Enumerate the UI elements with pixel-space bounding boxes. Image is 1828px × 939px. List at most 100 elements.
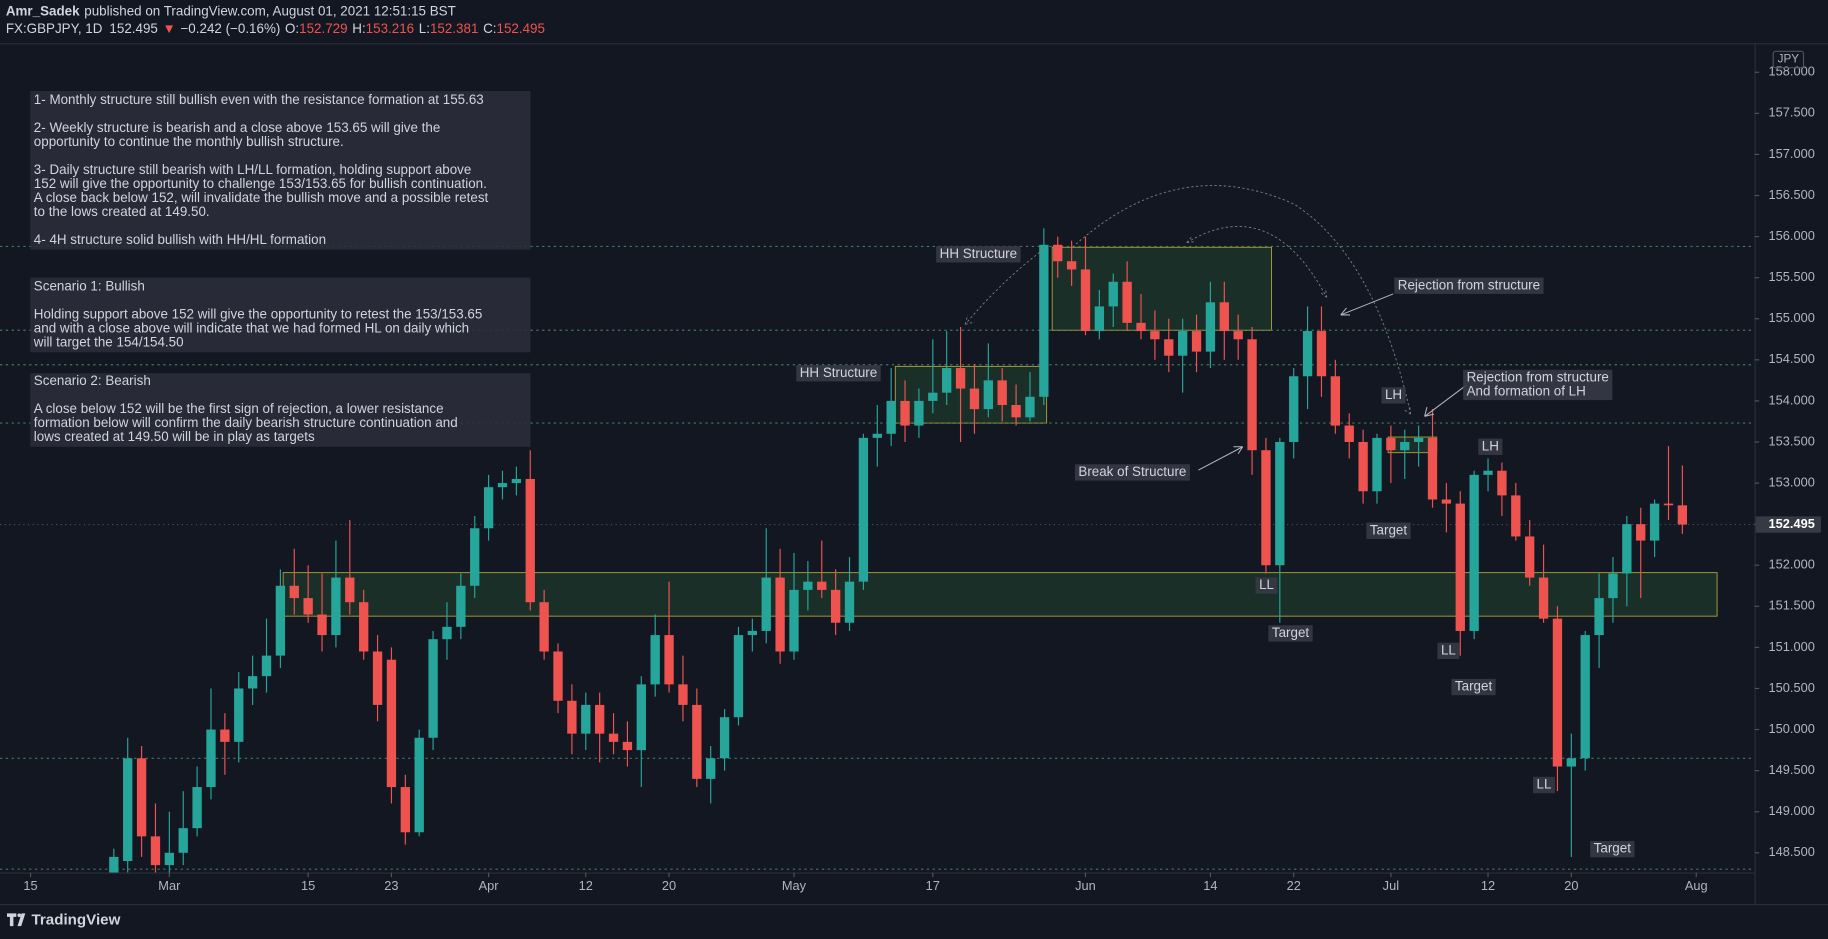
y-tick-label: 158.000 — [1769, 64, 1815, 79]
candle-body — [1427, 437, 1438, 500]
candle-body — [1039, 244, 1049, 397]
candle-body — [1177, 331, 1188, 356]
annotation-text: Target — [1594, 841, 1632, 856]
annotation-text: HH Structure — [800, 365, 877, 380]
candle-body — [470, 528, 480, 586]
candle-body — [1330, 376, 1341, 426]
candle-body — [1400, 441, 1410, 451]
annotation-text: LL — [1537, 777, 1552, 792]
y-tick-label: 153.500 — [1769, 433, 1815, 448]
y-tick-label: 156.500 — [1769, 187, 1815, 202]
x-tick-label: 22 — [1287, 878, 1301, 893]
candle-body — [303, 598, 313, 615]
candle-body — [123, 758, 133, 862]
candle-body — [858, 437, 869, 582]
candle-body — [1413, 437, 1424, 442]
candle-body — [955, 368, 966, 389]
header-line-1: Amr_Sadek published on TradingView.com, A… — [6, 3, 456, 18]
x-tick-label: 15 — [301, 878, 315, 893]
x-tick-label: Aug — [1685, 878, 1708, 893]
candle-body — [442, 626, 452, 640]
candle-body — [164, 852, 175, 866]
y-tick-label: 148.500 — [1769, 844, 1815, 859]
candle-body — [678, 684, 688, 705]
symbol: FX:GBPJPY, 1D — [6, 21, 103, 36]
candle-body — [1191, 331, 1202, 352]
open-label: O: — [285, 21, 299, 36]
y-tick-label: 155.500 — [1769, 269, 1815, 284]
annotation-text: LL — [1259, 577, 1274, 592]
candle-body — [983, 380, 993, 410]
annotation-box — [1451, 678, 1496, 696]
note-line: A close below 152 will be the first sign… — [34, 401, 444, 416]
close-label: C: — [483, 21, 496, 36]
candle-body — [1053, 244, 1063, 262]
candle-body — [1344, 425, 1354, 442]
drawings — [964, 185, 1467, 471]
candle-body — [1525, 536, 1535, 578]
candle-body — [1580, 635, 1590, 759]
annotation-text: LL — [1441, 642, 1456, 657]
note-line: Scenario 2: Bearish — [34, 373, 151, 388]
x-tick-label: 23 — [384, 878, 398, 893]
candle-body — [594, 704, 605, 734]
candle-body — [1275, 441, 1285, 566]
y-tick-label: 150.000 — [1769, 721, 1815, 736]
candle-body — [192, 787, 202, 829]
annotation-box — [796, 365, 881, 382]
candle-body — [317, 614, 327, 636]
annotation-text: Target — [1455, 679, 1493, 694]
y-tick-label: 152.000 — [1769, 557, 1815, 572]
candle-body — [1233, 331, 1243, 340]
annotation-text: LH — [1482, 438, 1499, 453]
logo-text: TradingView — [31, 911, 120, 928]
arrow-head — [964, 314, 975, 325]
low-value: 152.381 — [430, 21, 478, 36]
note-line: A close back below 152, will invalidate … — [34, 190, 489, 205]
annotation-text: LH — [1385, 387, 1402, 402]
high-value: 153.216 — [366, 21, 414, 36]
candle-body — [1552, 618, 1563, 767]
x-tick-label: Mar — [158, 878, 181, 893]
candle-body — [928, 392, 938, 401]
candle-body — [914, 400, 924, 426]
candle-body — [803, 581, 813, 590]
candle-body — [1205, 302, 1216, 352]
note-line: opportunity to continue the monthly bull… — [34, 134, 344, 149]
candle-body — [553, 651, 563, 701]
y-tick-label: 156.000 — [1769, 228, 1815, 243]
candle-body — [1649, 503, 1660, 541]
last-price: 152.495 — [109, 21, 157, 36]
candle-body — [692, 704, 702, 779]
candle-body — [220, 729, 230, 742]
candle-body — [1261, 450, 1271, 566]
x-tick-label: 20 — [662, 878, 676, 893]
candle-body — [1608, 573, 1618, 599]
y-tick-label: 150.500 — [1769, 680, 1815, 695]
arrow-heads — [1186, 235, 1412, 415]
candle-body — [497, 483, 508, 488]
close-value: 152.495 — [496, 21, 544, 36]
logo-icon — [6, 913, 26, 927]
annotation-box — [1437, 642, 1460, 660]
candle-body — [747, 630, 758, 636]
candle-body — [969, 388, 980, 410]
candle-body — [608, 733, 619, 742]
note-line: formation below will confirm the daily b… — [34, 415, 458, 430]
candle-body — [1538, 577, 1549, 619]
zone — [282, 572, 1718, 617]
candle-body — [456, 585, 466, 627]
annotations: HH Structure HH Structure Rejection from s… — [796, 246, 1635, 858]
curve — [1186, 226, 1328, 298]
open-value: 152.729 — [299, 21, 347, 36]
note-panel — [30, 277, 531, 353]
annotation-text: Break of Structure — [1078, 464, 1186, 479]
candle-body — [1094, 306, 1105, 332]
candle-body — [1455, 503, 1465, 631]
arrow — [1424, 384, 1467, 417]
candle-body — [1386, 437, 1396, 451]
candle-body — [789, 589, 799, 652]
note-panel — [30, 373, 531, 447]
candle-body — [372, 651, 383, 705]
candle-body — [428, 639, 438, 738]
